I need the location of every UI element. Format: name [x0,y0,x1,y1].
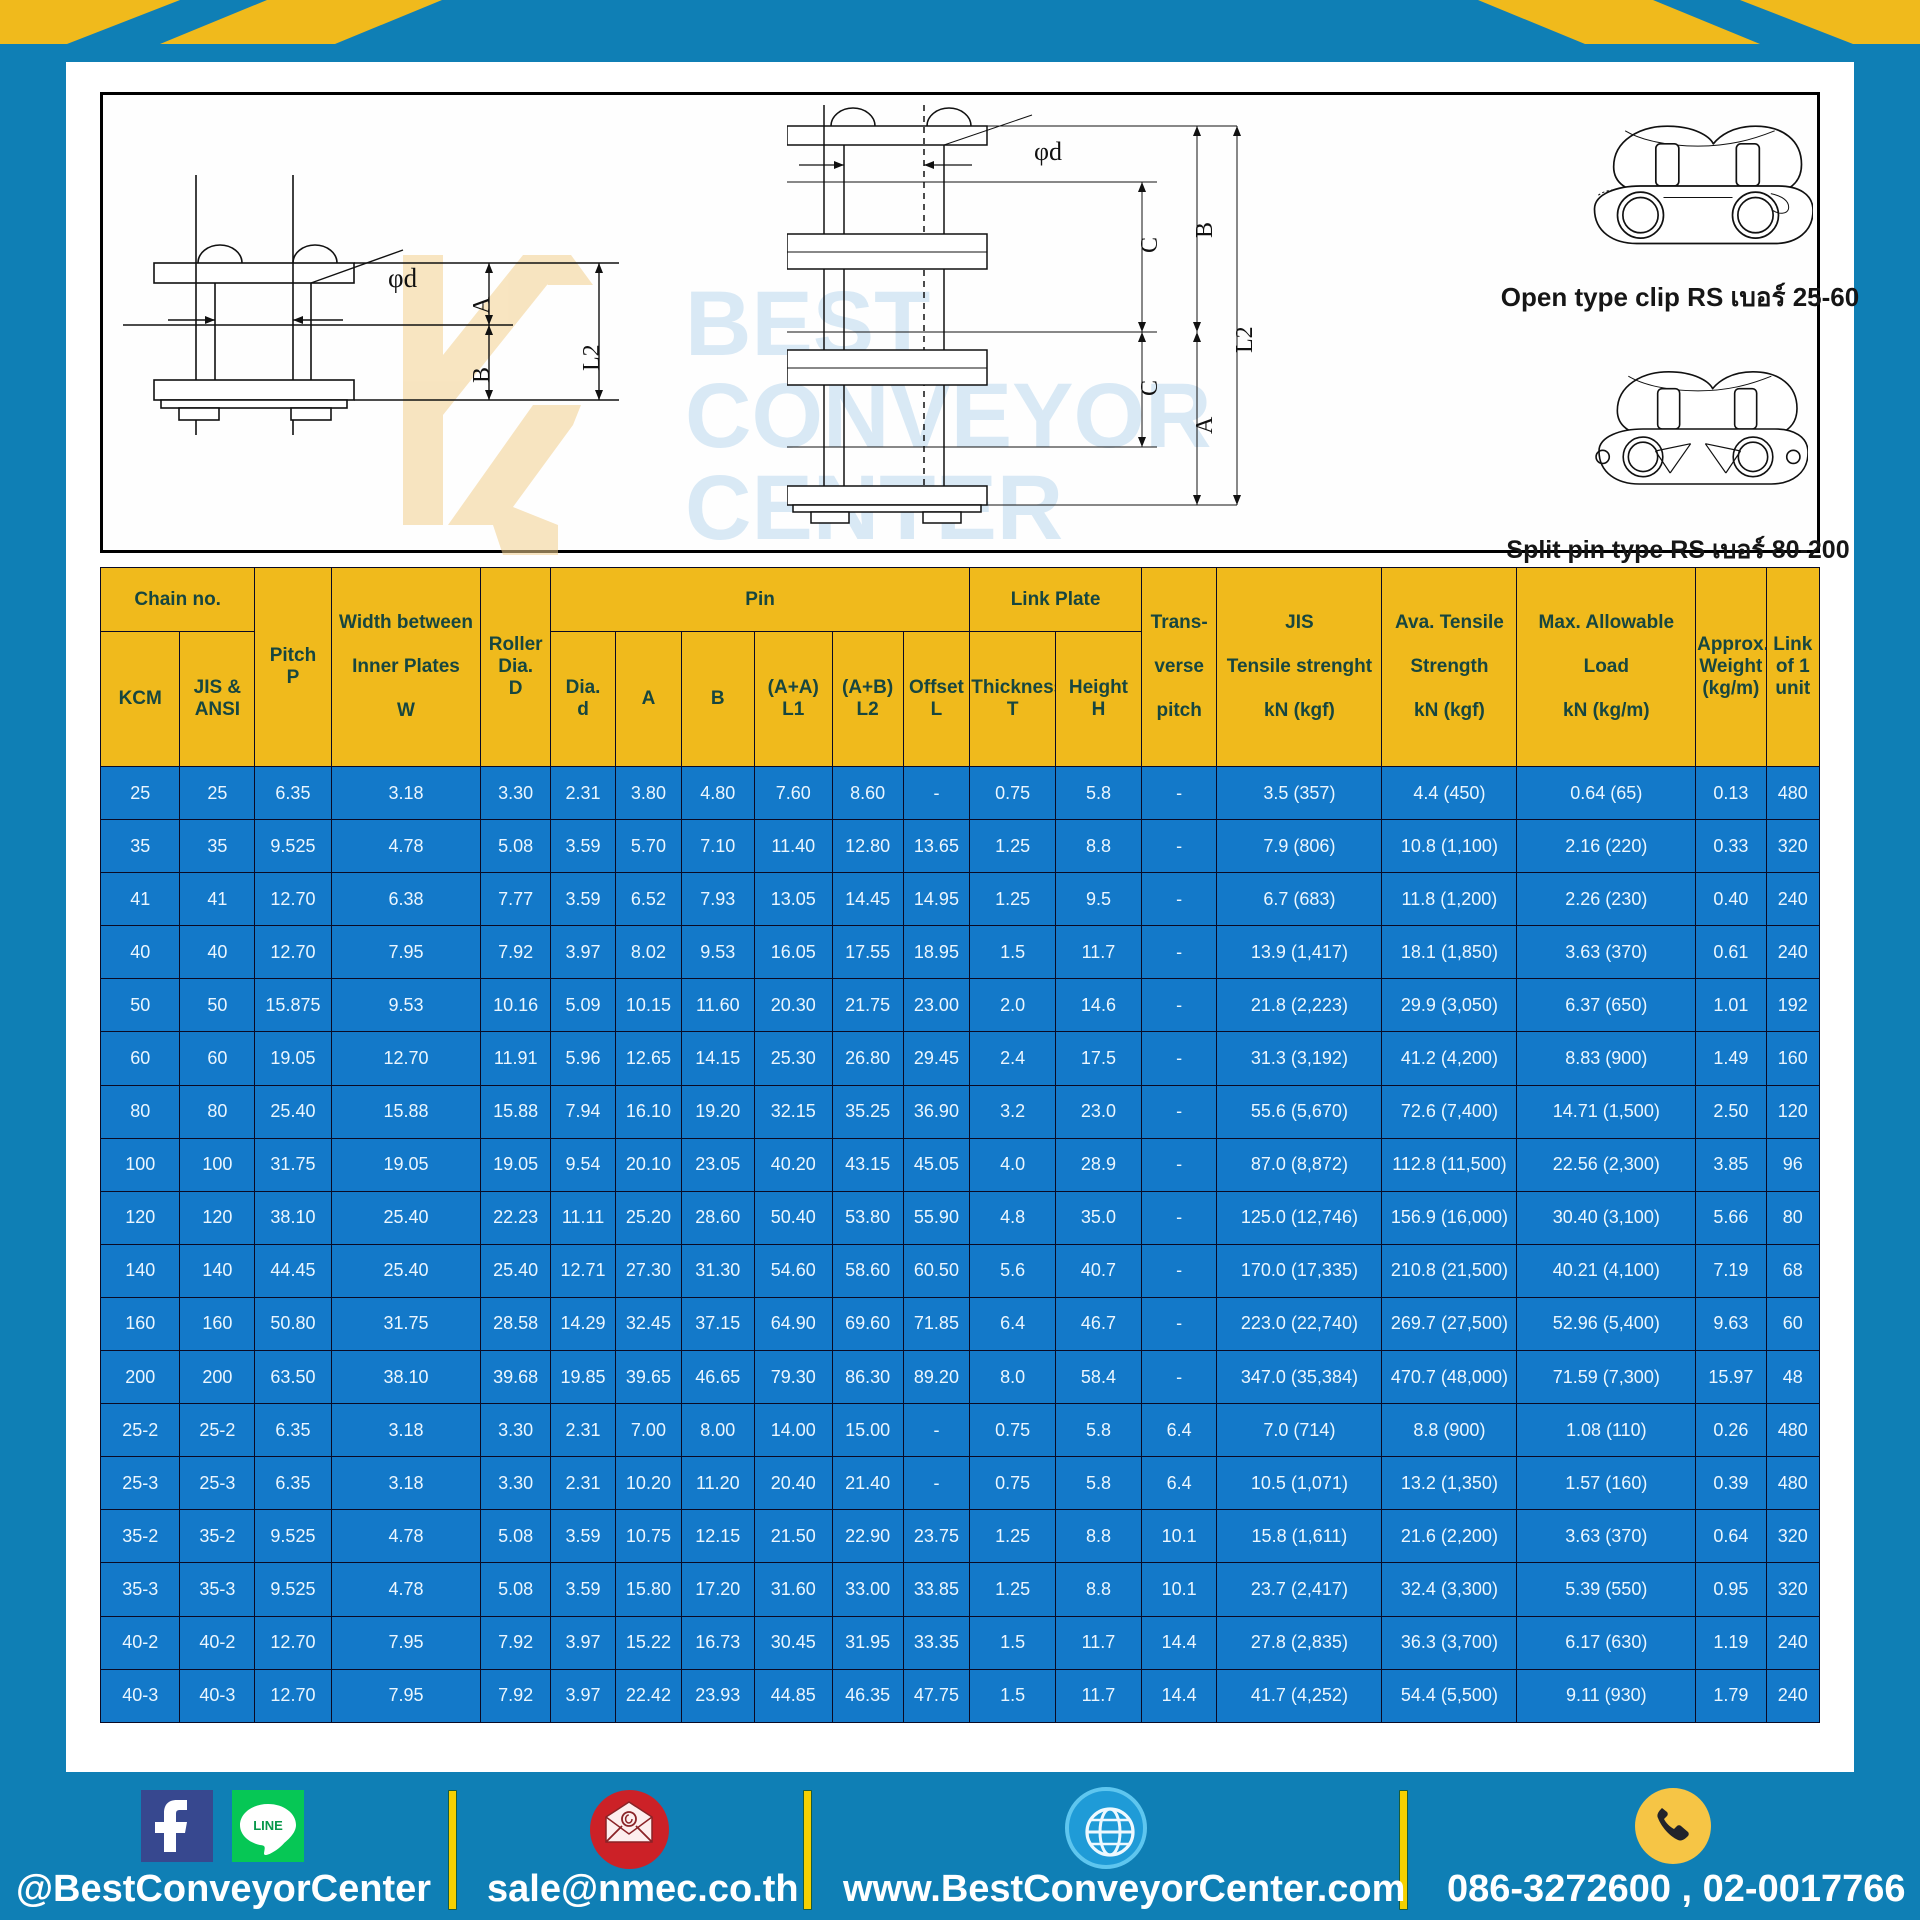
svg-text:LINE: LINE [253,1818,283,1833]
